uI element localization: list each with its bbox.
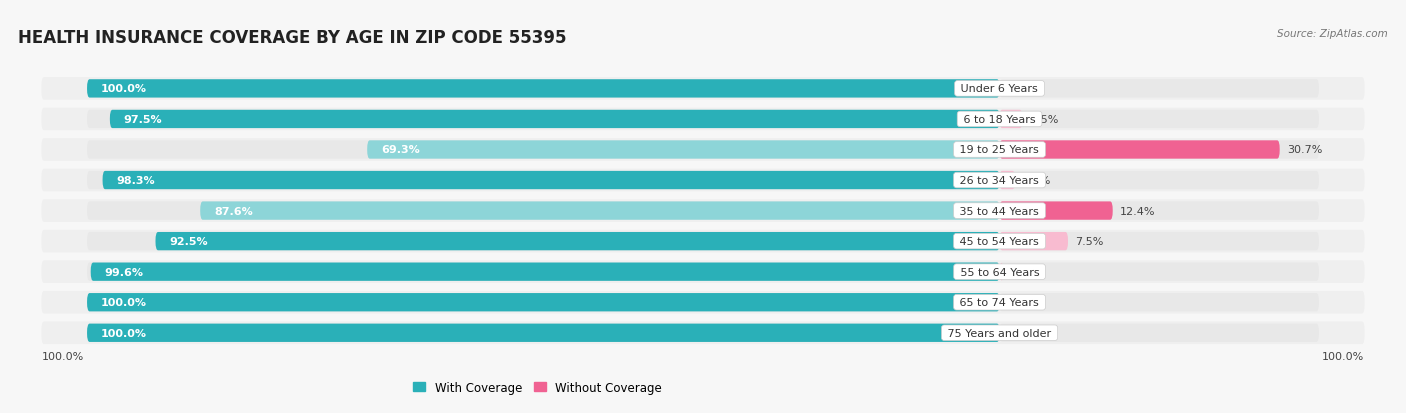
Text: 0.0%: 0.0%: [1014, 328, 1042, 338]
Legend: With Coverage, Without Coverage: With Coverage, Without Coverage: [409, 376, 666, 399]
FancyBboxPatch shape: [87, 293, 1000, 312]
FancyBboxPatch shape: [41, 261, 1365, 283]
FancyBboxPatch shape: [41, 169, 1365, 192]
Text: 2.5%: 2.5%: [1029, 115, 1059, 125]
Text: 100.0%: 100.0%: [41, 351, 84, 361]
Text: 0.0%: 0.0%: [1014, 297, 1042, 308]
FancyBboxPatch shape: [1000, 263, 1319, 281]
Text: 99.6%: 99.6%: [104, 267, 143, 277]
Text: 30.7%: 30.7%: [1286, 145, 1323, 155]
Text: 92.5%: 92.5%: [169, 237, 208, 247]
FancyBboxPatch shape: [87, 263, 1000, 281]
Text: HEALTH INSURANCE COVERAGE BY AGE IN ZIP CODE 55395: HEALTH INSURANCE COVERAGE BY AGE IN ZIP …: [18, 29, 567, 47]
Text: 69.3%: 69.3%: [381, 145, 419, 155]
FancyBboxPatch shape: [1000, 263, 1004, 281]
FancyBboxPatch shape: [1000, 141, 1319, 159]
Text: 87.6%: 87.6%: [214, 206, 253, 216]
FancyBboxPatch shape: [1000, 324, 1319, 342]
FancyBboxPatch shape: [91, 263, 1000, 281]
FancyBboxPatch shape: [1000, 202, 1112, 220]
FancyBboxPatch shape: [87, 202, 1000, 220]
Text: 12.4%: 12.4%: [1121, 206, 1156, 216]
FancyBboxPatch shape: [1000, 171, 1319, 190]
Text: 100.0%: 100.0%: [101, 84, 146, 94]
Text: 100.0%: 100.0%: [1322, 351, 1365, 361]
Text: 65 to 74 Years: 65 to 74 Years: [956, 297, 1043, 308]
FancyBboxPatch shape: [1000, 233, 1319, 251]
FancyBboxPatch shape: [41, 139, 1365, 161]
Text: 97.5%: 97.5%: [124, 115, 162, 125]
FancyBboxPatch shape: [87, 80, 1000, 98]
Text: 7.5%: 7.5%: [1076, 237, 1104, 247]
Text: 19 to 25 Years: 19 to 25 Years: [956, 145, 1043, 155]
Text: 1.7%: 1.7%: [1022, 176, 1050, 185]
FancyBboxPatch shape: [110, 111, 1000, 129]
Text: 35 to 44 Years: 35 to 44 Years: [956, 206, 1043, 216]
Text: Under 6 Years: Under 6 Years: [957, 84, 1042, 94]
FancyBboxPatch shape: [1000, 111, 1319, 129]
FancyBboxPatch shape: [41, 108, 1365, 131]
Text: 6 to 18 Years: 6 to 18 Years: [960, 115, 1039, 125]
FancyBboxPatch shape: [87, 171, 1000, 190]
FancyBboxPatch shape: [87, 141, 1000, 159]
FancyBboxPatch shape: [200, 202, 1000, 220]
FancyBboxPatch shape: [41, 291, 1365, 314]
FancyBboxPatch shape: [367, 141, 1000, 159]
Text: 0.41%: 0.41%: [1011, 267, 1046, 277]
Text: 0.0%: 0.0%: [1014, 84, 1042, 94]
FancyBboxPatch shape: [87, 324, 1000, 342]
FancyBboxPatch shape: [1000, 233, 1069, 251]
FancyBboxPatch shape: [1000, 141, 1279, 159]
Text: 55 to 64 Years: 55 to 64 Years: [956, 267, 1043, 277]
FancyBboxPatch shape: [87, 80, 1000, 98]
Text: 98.3%: 98.3%: [117, 176, 155, 185]
Text: 26 to 34 Years: 26 to 34 Years: [956, 176, 1043, 185]
FancyBboxPatch shape: [1000, 80, 1319, 98]
FancyBboxPatch shape: [1000, 202, 1319, 220]
FancyBboxPatch shape: [41, 322, 1365, 344]
FancyBboxPatch shape: [1000, 171, 1015, 190]
Text: Source: ZipAtlas.com: Source: ZipAtlas.com: [1277, 29, 1388, 39]
FancyBboxPatch shape: [1000, 111, 1022, 129]
FancyBboxPatch shape: [87, 111, 1000, 129]
FancyBboxPatch shape: [156, 233, 1000, 251]
Text: 100.0%: 100.0%: [101, 297, 146, 308]
Text: 45 to 54 Years: 45 to 54 Years: [956, 237, 1043, 247]
FancyBboxPatch shape: [41, 230, 1365, 253]
FancyBboxPatch shape: [103, 171, 1000, 190]
FancyBboxPatch shape: [87, 293, 1000, 312]
Text: 100.0%: 100.0%: [101, 328, 146, 338]
FancyBboxPatch shape: [87, 233, 1000, 251]
FancyBboxPatch shape: [87, 324, 1000, 342]
FancyBboxPatch shape: [1000, 293, 1319, 312]
Text: 75 Years and older: 75 Years and older: [945, 328, 1054, 338]
FancyBboxPatch shape: [41, 78, 1365, 100]
FancyBboxPatch shape: [41, 200, 1365, 222]
